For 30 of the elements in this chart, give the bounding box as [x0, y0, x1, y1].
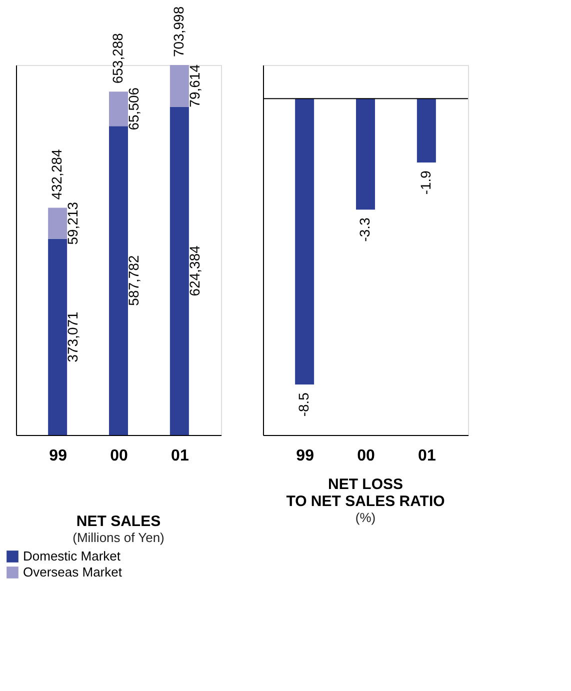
total-label: 432,284 [48, 148, 65, 200]
legend-label: Overseas Market [23, 564, 122, 580]
bar [170, 106, 189, 435]
data-label: -1.9 [417, 170, 434, 195]
x-tick-label: 01 [418, 448, 436, 464]
bar [109, 92, 128, 126]
data-label: -8.5 [296, 392, 312, 417]
x-tick-label: 01 [171, 448, 189, 464]
total-label: 653,288 [110, 32, 126, 84]
bar [48, 208, 68, 239]
data-label: 587,782 [126, 255, 142, 306]
data-label: 624,384 [186, 245, 202, 296]
x-tick-label: 99 [49, 448, 68, 464]
bar [170, 65, 189, 107]
data-label: 65,506 [126, 87, 142, 130]
text: NET SALES [76, 513, 161, 530]
data-label: 59,213 [64, 202, 81, 245]
x-tick-label: 99 [296, 448, 314, 464]
data-label: 373,071 [64, 311, 81, 362]
x-tick-label: 00 [110, 448, 128, 464]
legend-label: Domestic Market [23, 548, 121, 564]
text: (Millions of Yen) [72, 530, 164, 545]
bar [48, 238, 68, 435]
bar [109, 126, 128, 435]
data-label: -3.3 [356, 217, 372, 242]
x-tick-label: 00 [357, 448, 375, 464]
data-label: 79,614 [186, 64, 202, 108]
total-label: 703,998 [170, 6, 186, 57]
text: NET LOSS TO NET SALES RATIO [286, 476, 446, 510]
text: (%) [355, 510, 376, 525]
